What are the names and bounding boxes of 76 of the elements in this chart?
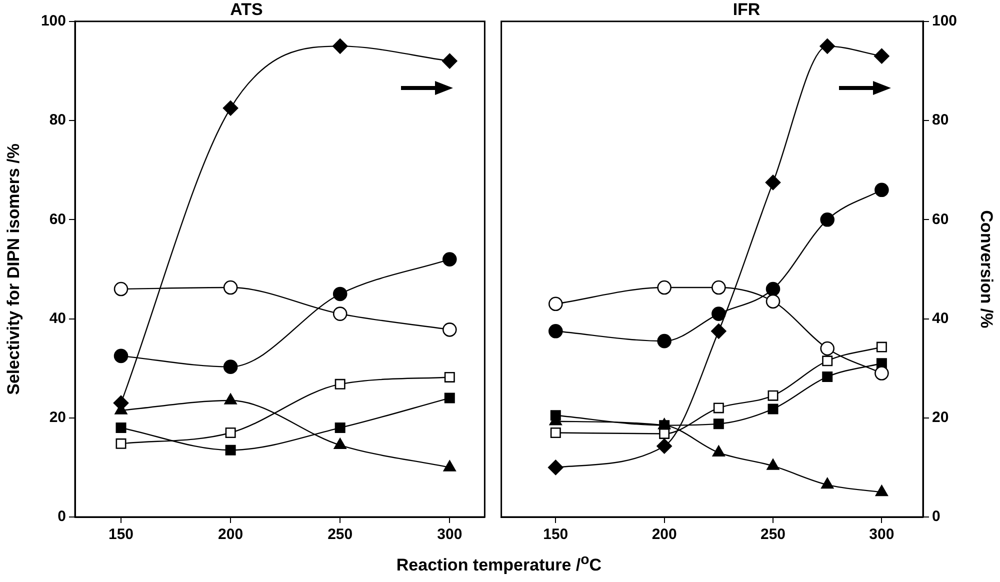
y-tick-label: 100	[40, 12, 66, 30]
point	[334, 378, 346, 390]
point	[442, 322, 457, 337]
point	[820, 38, 836, 54]
y2-tick-label: 60	[932, 210, 949, 228]
x-tick-label: 300	[437, 526, 462, 544]
x-tick-label: 300	[869, 526, 894, 544]
point	[444, 392, 455, 404]
y-axis-title: Selectivity for DIPN isomers /%	[4, 144, 23, 395]
x-tick-label: 250	[760, 526, 786, 544]
point	[820, 212, 835, 227]
point	[712, 306, 726, 321]
y-tick-label: 40	[49, 310, 66, 327]
y2-axis-title: Conversion /%	[977, 210, 996, 328]
x-tick-label: 200	[652, 526, 677, 544]
point	[822, 356, 833, 366]
y2-tick-label: 80	[932, 112, 949, 129]
y2-tick-label: 0	[932, 508, 940, 526]
point	[766, 458, 780, 470]
point	[712, 280, 726, 295]
point	[332, 38, 348, 54]
x-tick-label: 250	[328, 526, 353, 544]
point	[875, 485, 888, 496]
point	[332, 306, 348, 321]
x-tick-label: 200	[218, 526, 244, 544]
x-axis-title: Reaction temperature /$^{o}$C	[395, 552, 603, 576]
chart-title: IFR	[732, 0, 760, 19]
point	[821, 478, 834, 489]
point	[876, 342, 887, 352]
point	[116, 438, 126, 449]
point	[657, 280, 672, 295]
point	[820, 341, 835, 356]
point	[765, 174, 781, 190]
point	[334, 422, 346, 434]
y2-tick-label: 100	[932, 12, 958, 30]
point	[225, 428, 236, 438]
point	[222, 100, 238, 116]
point	[223, 360, 238, 374]
point	[550, 410, 561, 421]
point	[225, 444, 236, 456]
point	[874, 182, 889, 198]
point	[822, 372, 833, 382]
point	[766, 282, 780, 296]
point	[550, 428, 561, 438]
y-tick-label: 60	[49, 210, 66, 228]
point	[442, 53, 458, 69]
point	[223, 280, 238, 295]
y-tick-label: 20	[49, 409, 66, 426]
point	[713, 418, 724, 430]
point	[548, 296, 563, 312]
point	[548, 324, 563, 338]
point	[766, 294, 780, 309]
point	[874, 366, 889, 380]
point	[657, 334, 672, 348]
point	[548, 460, 564, 476]
point	[768, 404, 778, 414]
point	[712, 445, 725, 456]
point	[444, 372, 455, 382]
point	[711, 324, 726, 339]
y-tick-label: 0	[58, 508, 66, 526]
point	[442, 252, 457, 266]
point	[656, 438, 672, 454]
point	[116, 422, 126, 434]
x-tick-label: 150	[108, 526, 134, 544]
y-tick-label: 80	[49, 112, 66, 129]
chart-title: ATS	[230, 0, 263, 19]
point	[114, 348, 128, 364]
y2-tick-label: 40	[932, 310, 949, 327]
x-tick-label: 150	[543, 526, 568, 544]
point	[768, 390, 778, 401]
point	[114, 282, 128, 296]
point	[713, 402, 724, 414]
y2-tick-label: 20	[932, 409, 949, 426]
point	[332, 286, 348, 302]
point	[874, 48, 890, 64]
point	[659, 428, 670, 439]
